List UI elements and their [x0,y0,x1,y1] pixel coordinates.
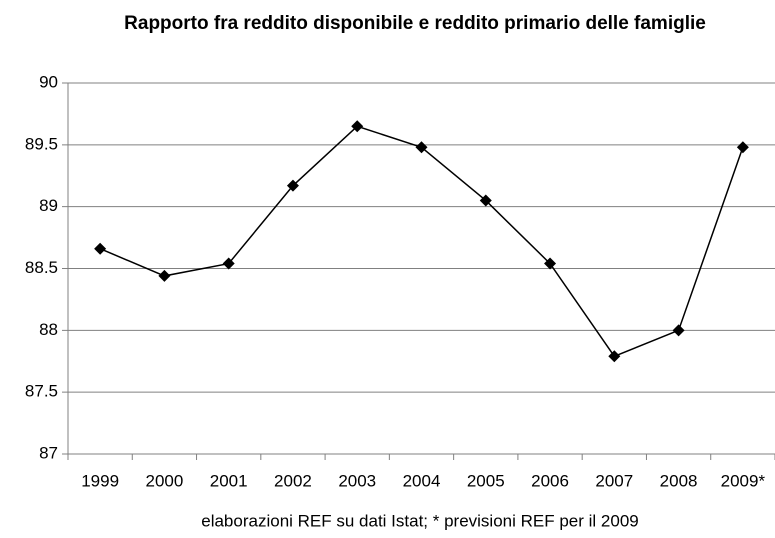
marker [351,120,364,133]
marker [608,350,621,363]
y-tick-label: 87.5 [25,382,58,401]
marker [672,324,685,337]
y-tick-label: 87 [39,443,58,462]
marker [415,141,428,154]
y-tick-label: 89 [39,196,58,215]
marker [222,257,235,270]
x-tick-label: 2002 [274,471,312,490]
marker [479,194,492,207]
x-tick-label: 1999 [81,471,119,490]
x-tick-label: 2000 [145,471,183,490]
marker [544,257,557,270]
note: elaborazioni REF su dati Istat; * previs… [201,511,638,530]
marker [94,242,107,255]
x-tick-label: 2001 [210,471,248,490]
x-tick-label: 2006 [531,471,569,490]
marker [736,141,749,154]
series-line [99,125,744,358]
x-tick-label: 2008 [660,471,698,490]
marker [158,269,171,282]
y-tick-label: 88.5 [25,258,58,277]
x-tick-label: 2005 [467,471,505,490]
x-tick-label: 2004 [403,471,441,490]
marker [286,179,299,192]
chart-title: Rapporto fra reddito disponibile e reddi… [124,13,706,34]
x-tick-label: 2009* [721,471,766,490]
y-tick-label: 89.5 [25,134,58,153]
y-tick-label: 90 [39,72,58,91]
x-tick-label: 2007 [595,471,633,490]
y-tick-label: 88 [39,320,58,339]
x-tick-label: 2003 [338,471,376,490]
